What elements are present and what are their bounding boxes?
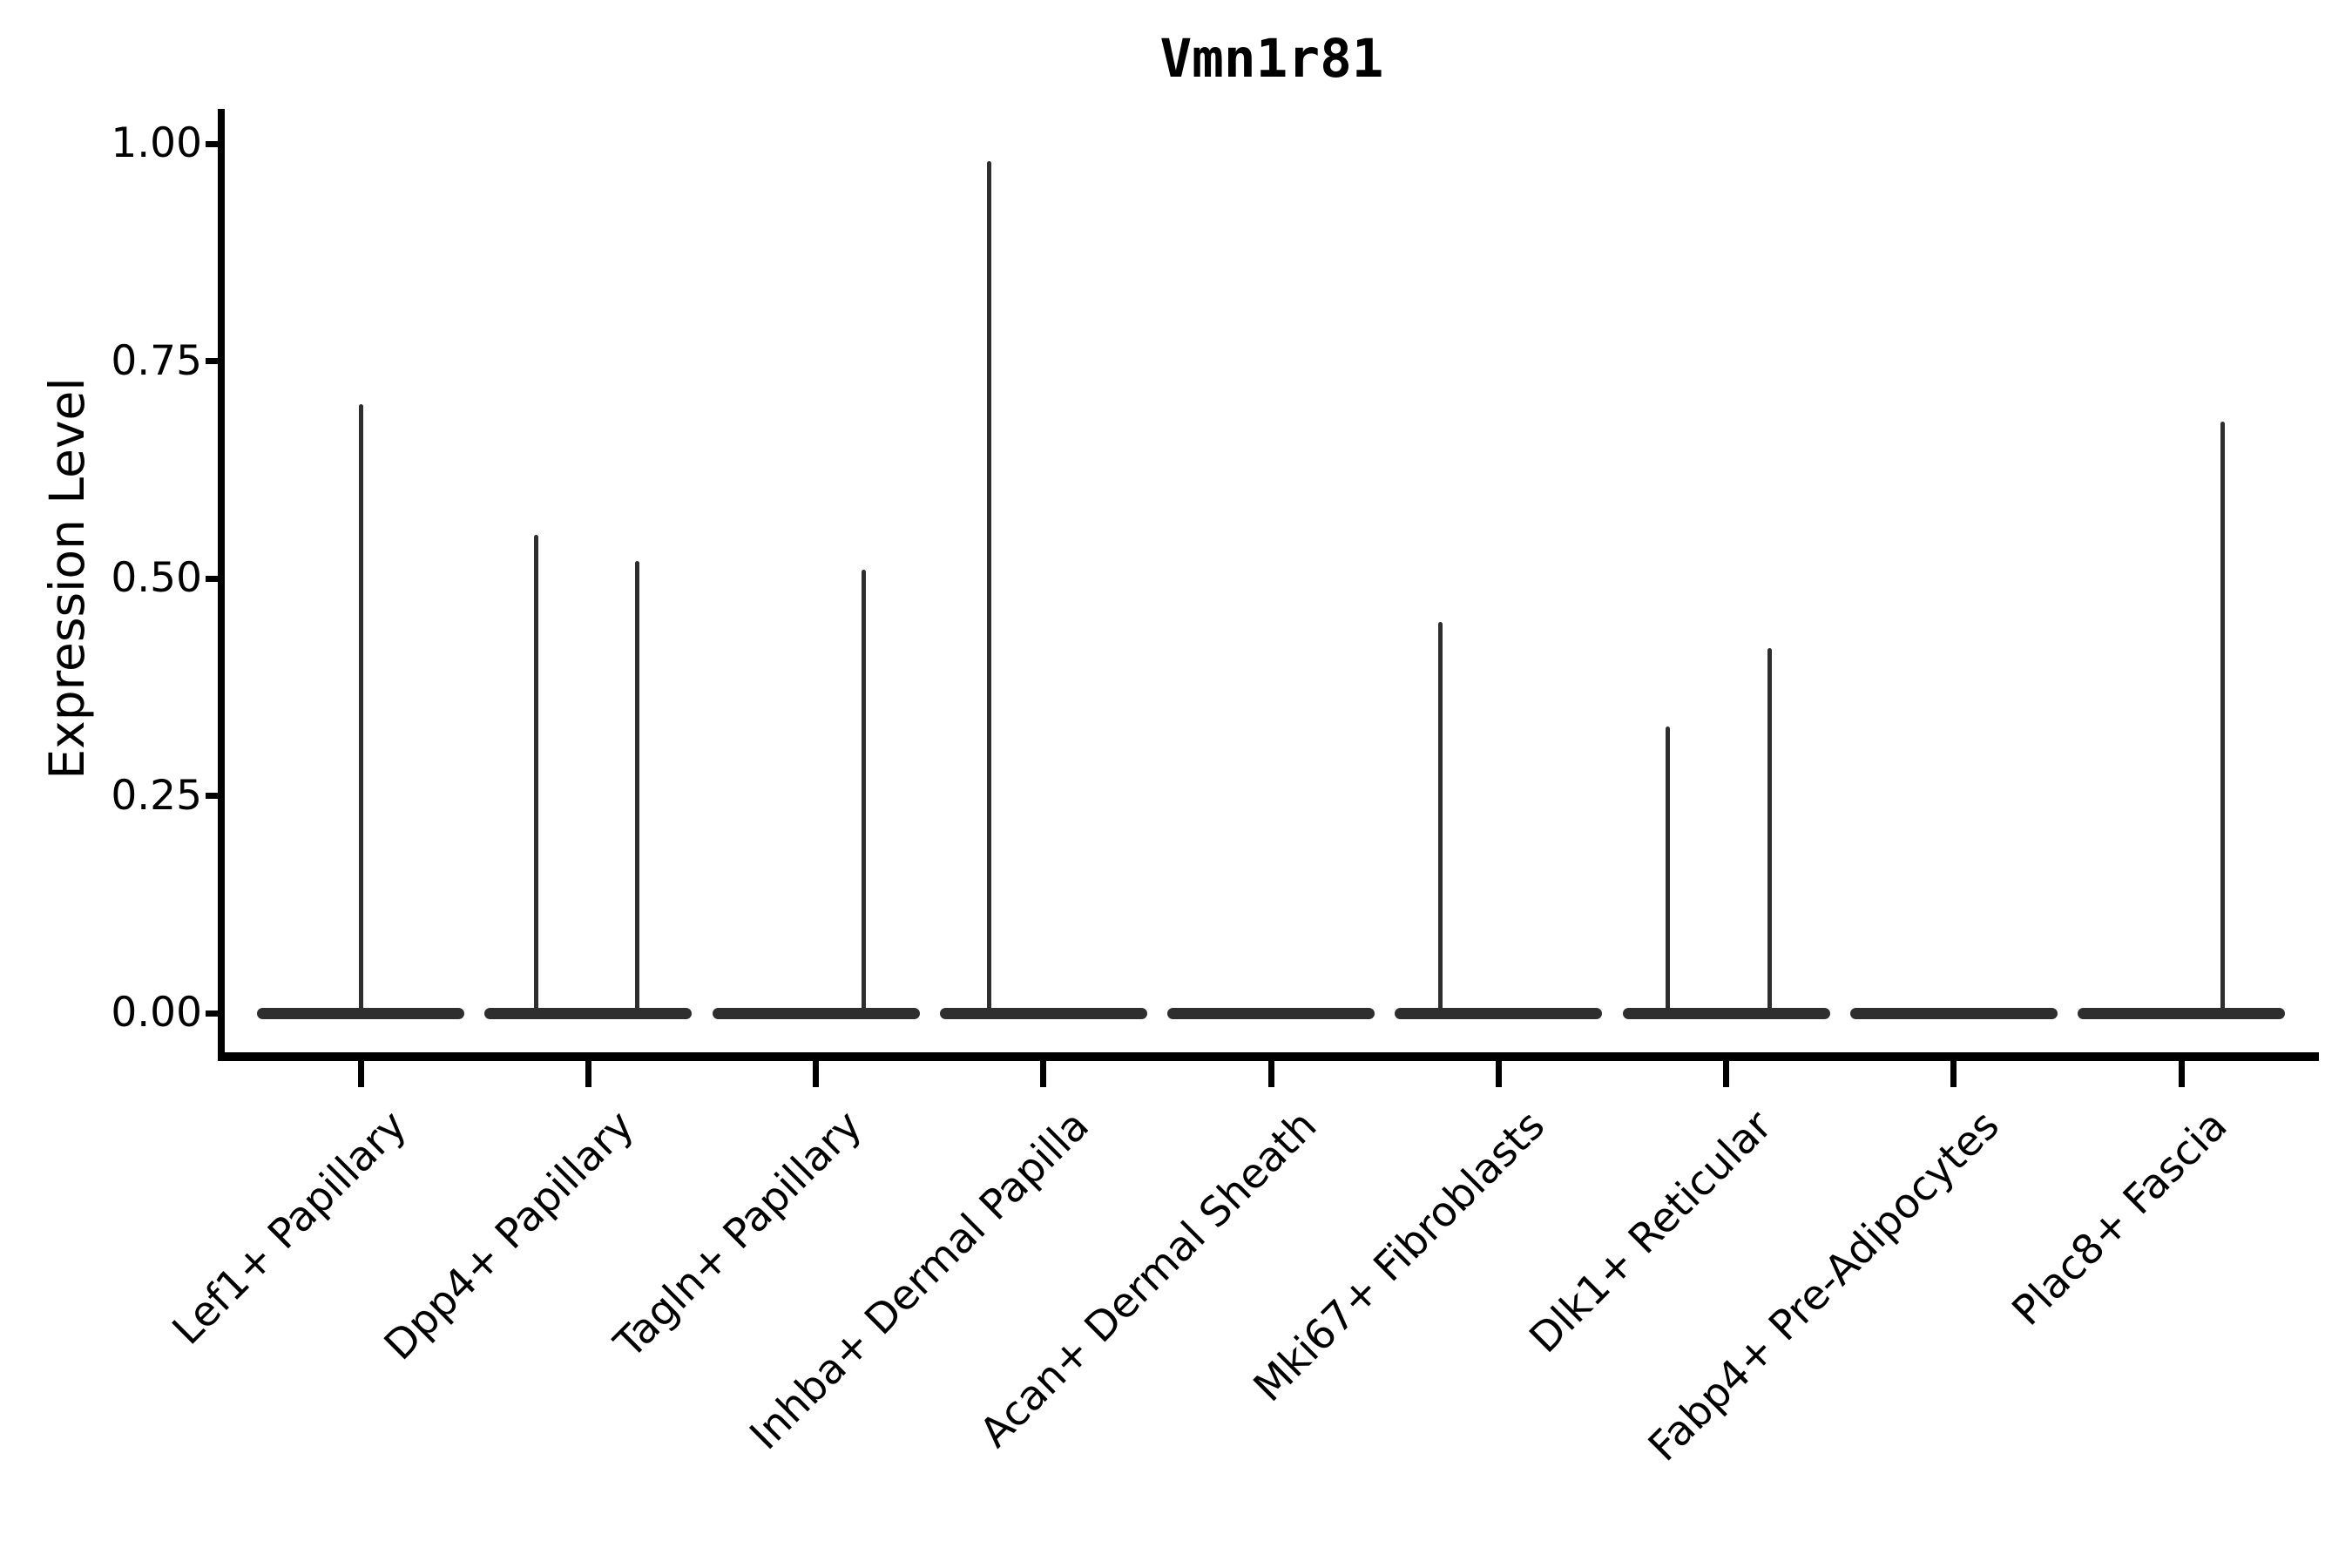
y-tick-label: 1.00 — [111, 119, 202, 167]
x-tick-label: Lef1+ Papillary — [163, 1101, 416, 1355]
x-tick — [1723, 1061, 1729, 1087]
violin-spike — [635, 561, 640, 1017]
y-tick — [206, 793, 218, 799]
x-tick — [1040, 1061, 1047, 1087]
x-tick — [1950, 1061, 1957, 1087]
y-tick-label: 0.25 — [111, 771, 202, 820]
violin-body — [1395, 1008, 1603, 1019]
violin-body — [712, 1008, 920, 1019]
violin-spike — [1767, 647, 1773, 1017]
y-tick-label: 0.00 — [111, 989, 202, 1037]
x-tick — [585, 1061, 591, 1087]
violin-spike — [862, 570, 867, 1017]
y-tick — [206, 358, 218, 364]
violin-body — [484, 1008, 693, 1019]
x-tick — [1267, 1061, 1274, 1087]
x-tick — [1495, 1061, 1502, 1087]
violin-body — [2078, 1008, 2285, 1019]
x-tick — [357, 1061, 364, 1087]
x-tick — [813, 1061, 819, 1087]
violin-body — [1849, 1008, 2058, 1019]
violin-spike — [2220, 422, 2225, 1017]
y-tick-label: 0.75 — [111, 336, 202, 385]
y-tick-label: 0.50 — [111, 554, 202, 602]
y-axis-line — [218, 109, 225, 1061]
y-tick — [206, 575, 218, 582]
violin-spike — [1438, 621, 1443, 1017]
x-axis-line — [218, 1052, 2319, 1061]
violin-spike — [534, 535, 539, 1017]
x-tick-label: Plac8+ Fascia — [2003, 1101, 2237, 1335]
violin-body — [1622, 1008, 1830, 1019]
violin-spike — [358, 404, 363, 1017]
x-tick-label: Dlk1+ Reticular — [1520, 1101, 1781, 1363]
violin-spike — [987, 160, 992, 1017]
x-tick — [2178, 1061, 2185, 1087]
violin-spike — [1665, 726, 1670, 1017]
y-tick — [206, 140, 218, 147]
y-tick — [206, 1010, 218, 1017]
x-tick-label: Tagln+ Papillary — [605, 1101, 871, 1368]
violin-body — [1167, 1008, 1375, 1019]
chart-title: Vmn1r81 — [1159, 28, 1384, 90]
violin-body — [939, 1008, 1147, 1019]
x-tick-label: Dpp4+ Papillary — [375, 1101, 644, 1370]
